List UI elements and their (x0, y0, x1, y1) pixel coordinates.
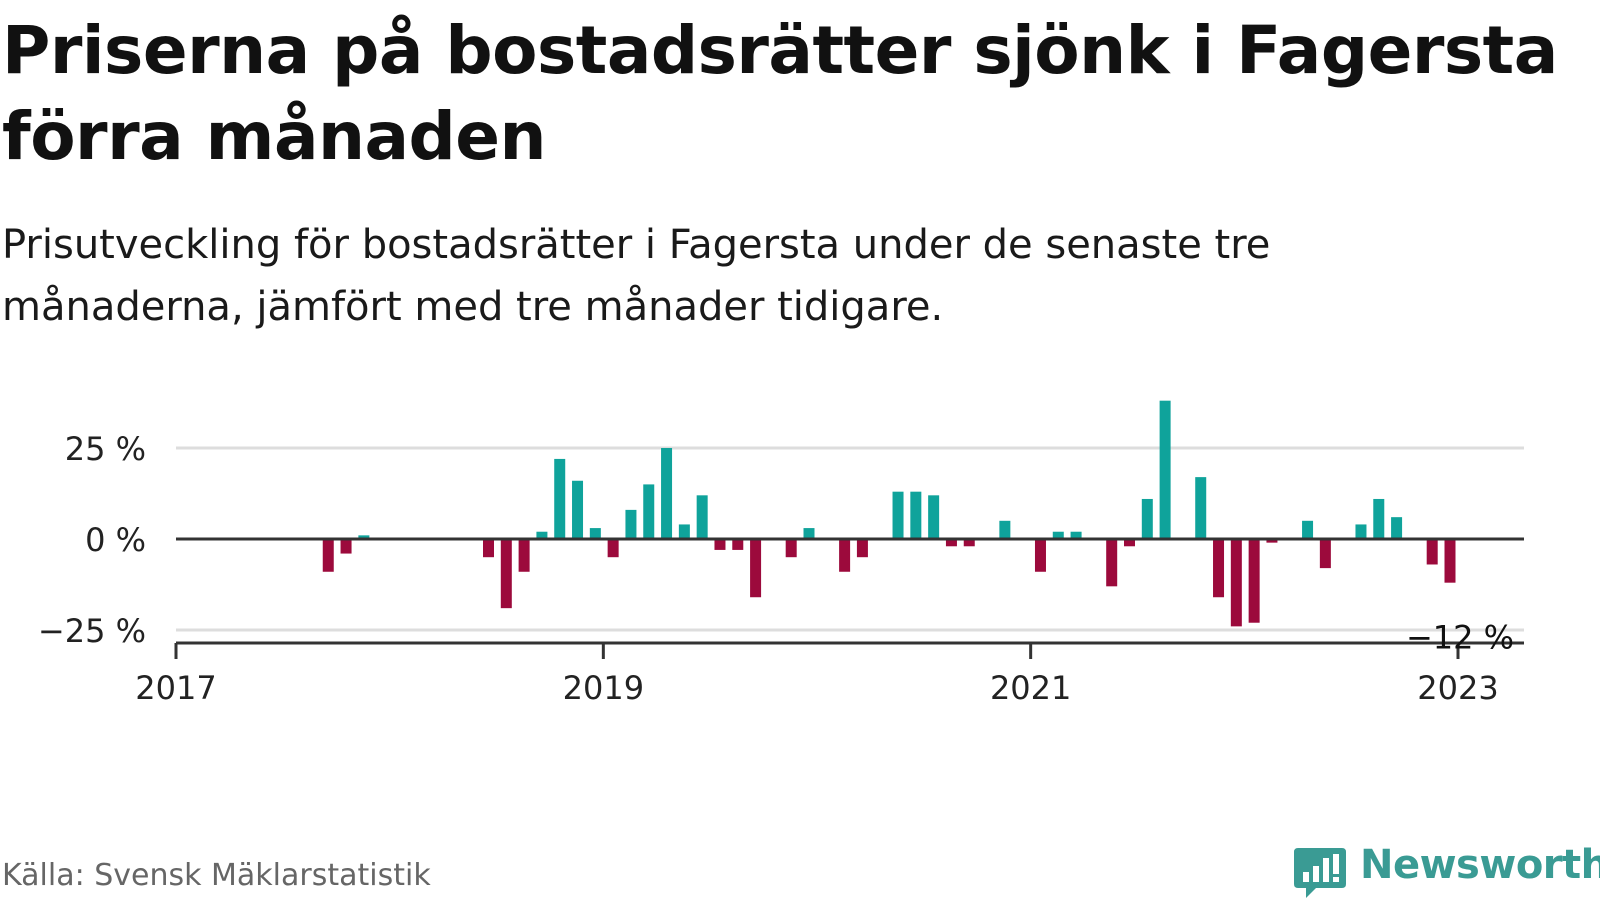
x-tick-label: 2019 (563, 669, 644, 707)
gridlines (176, 446, 1524, 632)
bar-2022-05 (1302, 520, 1314, 539)
bars (322, 400, 1456, 627)
bar-2019-01 (589, 528, 601, 539)
bar-2020-10 (963, 539, 975, 547)
bar-2020-08 (928, 495, 940, 539)
y-tick-label: 25 % (65, 430, 146, 468)
bar-2018-09 (518, 539, 530, 572)
bar-2020-01 (803, 528, 815, 539)
bar-2020-09 (945, 539, 957, 547)
bar-2017-11 (340, 539, 352, 554)
bar-2019-03 (625, 509, 637, 539)
newsworthy-logo: Newsworthy (1292, 840, 1600, 900)
bar-2018-08 (500, 539, 512, 609)
x-axis (174, 537, 1524, 659)
bar-2020-04 (856, 539, 868, 558)
price-change-bar-chart: 25 % 0 % −25 % 2017 2019 2021 2023 −12 % (38, 400, 1524, 707)
bar-2020-06 (892, 491, 904, 539)
bar-2019-06 (678, 524, 690, 539)
source-note: Källa: Svensk Mäklarstatistik (2, 858, 431, 893)
bar-2018-10 (536, 531, 548, 539)
bar-2022-12 (1426, 539, 1438, 565)
bar-2021-06 (1106, 539, 1118, 587)
bar-2022-08 (1355, 524, 1367, 539)
chart-subtitle: Prisutveckling för bostadsrätter i Fager… (2, 222, 1271, 330)
bar-2020-07 (910, 491, 922, 539)
bar-2022-03 (1266, 539, 1278, 543)
x-tick-label: 2021 (990, 669, 1071, 707)
y-tick-label: 0 % (85, 521, 146, 559)
bar-2019-02 (607, 539, 619, 558)
bar-2022-06 (1319, 539, 1331, 569)
bar-2019-07 (696, 495, 708, 539)
bar-2021-03 (1052, 531, 1064, 539)
bar-2019-12 (785, 539, 797, 558)
bar-2017-10 (322, 539, 334, 572)
bar-2022-09 (1373, 498, 1385, 539)
bar-2018-07 (483, 539, 494, 558)
axis-labels: 25 % 0 % −25 % 2017 2019 2021 2023 −12 % (38, 430, 1514, 707)
bar-2021-12 (1213, 539, 1225, 598)
brand-name: Newsworthy (1360, 842, 1600, 888)
bar-2021-11 (1195, 477, 1207, 539)
bar-chart-speech-bubble-icon (1294, 848, 1346, 898)
bar-2021-02 (1034, 539, 1046, 572)
last-value-label: −12 % (1406, 619, 1514, 657)
bar-2020-03 (839, 539, 851, 572)
bar-2017-12 (358, 535, 370, 539)
bar-2019-10 (750, 539, 762, 598)
bar-2018-12 (572, 480, 584, 539)
x-tick-label: 2017 (135, 669, 216, 707)
bar-2020-12 (999, 520, 1011, 539)
x-tick-label: 2023 (1417, 669, 1498, 707)
bar-2021-07 (1124, 539, 1135, 547)
chart-title: Priserna på bostadsrätter sjönk i Fagers… (2, 12, 1558, 175)
bar-2022-01 (1230, 539, 1242, 627)
bar-2019-04 (643, 484, 655, 539)
bar-2021-04 (1070, 531, 1082, 539)
bar-2022-02 (1248, 539, 1260, 623)
bar-2019-09 (732, 539, 744, 550)
bar-2019-08 (714, 539, 726, 550)
bar-2018-11 (554, 458, 566, 539)
bar-2019-05 (661, 448, 673, 539)
bar-2022-10 (1391, 517, 1403, 539)
bar-2021-09 (1159, 400, 1171, 539)
bar-2021-08 (1141, 498, 1153, 539)
bar-2023-01 (1444, 539, 1456, 583)
y-tick-label: −25 % (38, 612, 146, 650)
